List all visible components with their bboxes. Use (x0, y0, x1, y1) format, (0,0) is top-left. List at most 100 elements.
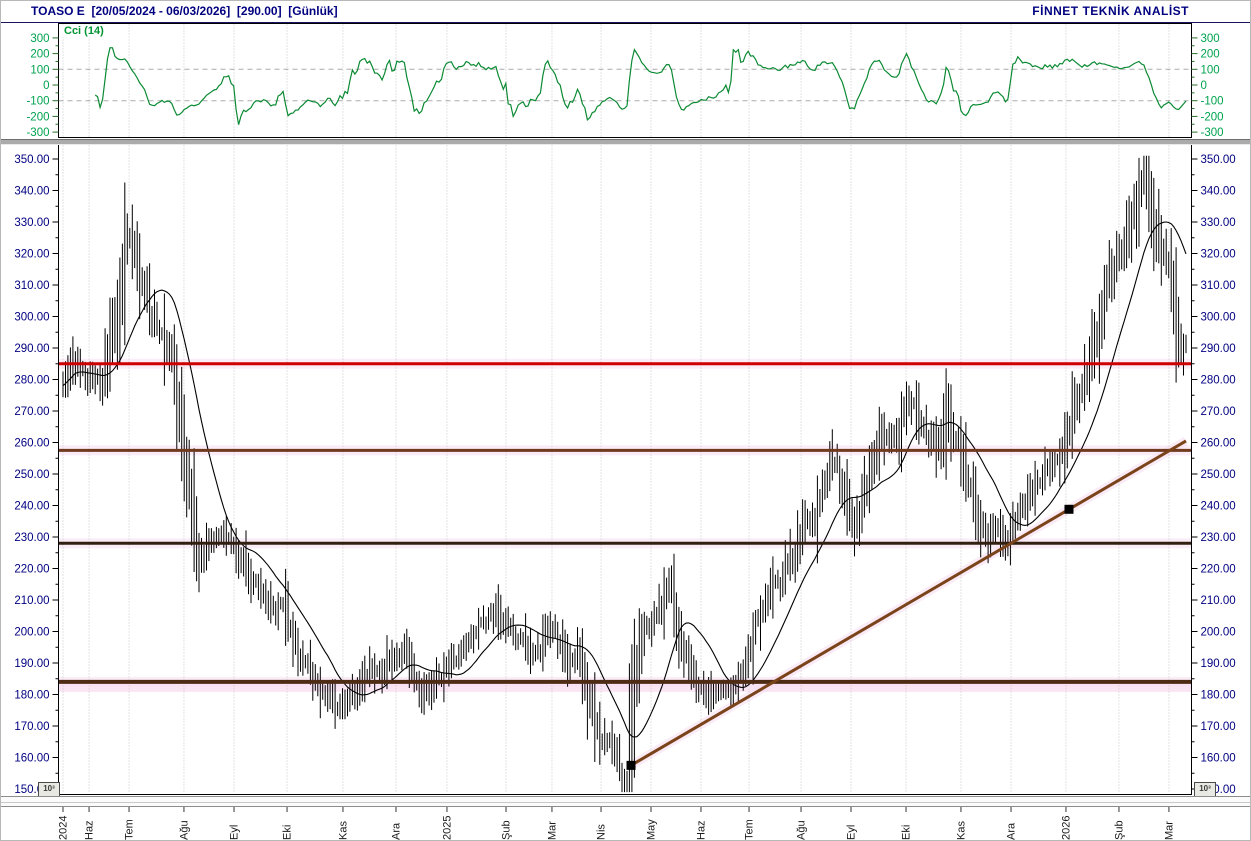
price-axis-label-right: 210.00 (1201, 595, 1236, 607)
cci-axis-label-right: -300 (1201, 127, 1224, 139)
moving-average-line (62, 221, 1187, 738)
cci-axis-label-right: 0 (1201, 80, 1207, 92)
scrollbar-groove (1, 802, 1250, 803)
price-axis-label-left: 160.00 (14, 753, 49, 765)
price-axis-label-left: 280.00 (14, 375, 49, 387)
title-bar: TOASO E [20/05/2024 - 06/03/2026] [290.0… (1, 1, 1250, 23)
cci-axis-label-right: 200 (1201, 49, 1220, 61)
price-axis-label-left: 260.00 (14, 438, 49, 450)
x-axis-label: Haz (84, 820, 96, 840)
cci-axis-label-left: 100 (30, 64, 49, 76)
price-axis-label-left: 270.00 (14, 406, 49, 418)
price-axis-label-left: 290.00 (14, 343, 49, 355)
x-axis-label: Ağu (796, 820, 808, 840)
price-axis-label-left: 200.00 (14, 627, 49, 639)
cci-line (94, 47, 1187, 125)
price-panel-border (58, 144, 1192, 795)
price-axis-label-right: 180.00 (1201, 690, 1236, 702)
vertical-gridlines (62, 24, 1170, 794)
price-axis-label-left: 180.00 (14, 690, 49, 702)
price-axis-label-right: 230.00 (1201, 532, 1236, 544)
x-axis-label: 2026 (1061, 816, 1073, 840)
price-axis-label-right: 270.00 (1201, 406, 1236, 418)
price-axis-label-right: 330.00 (1201, 217, 1236, 229)
x-axis-label: Ara (1006, 822, 1018, 840)
x-axis-label: Tem (744, 819, 756, 840)
trendline-handles (626, 504, 1074, 770)
price-axis-label-left: 330.00 (14, 217, 49, 229)
price-axis-label-right: 290.00 (1201, 343, 1236, 355)
price-axis-label-right: 320.00 (1201, 249, 1236, 261)
price-axis-label-right: 220.00 (1201, 564, 1236, 576)
price-axis-label-right: 260.00 (1201, 438, 1236, 450)
price-axis-label-right: 350.00 (1201, 154, 1236, 166)
price-axis-label-right: 310.00 (1201, 280, 1236, 292)
x-axis-label: Eyl (846, 825, 858, 840)
x-axis-label: Eyl (229, 825, 241, 840)
cci-dashed-gridlines (58, 68, 1192, 102)
price-axis-label-left: 190.00 (14, 658, 49, 670)
x-axis-label: Şub (1114, 820, 1126, 840)
cci-axis-label-left: 300 (30, 33, 49, 45)
horizontal-scrollbar[interactable] (1, 796, 1250, 807)
chart-title: TOASO E [20/05/2024 - 06/03/2026] [290.0… (31, 4, 338, 18)
price-axis-label-left: 250.00 (14, 469, 49, 481)
trendline-handle[interactable] (626, 760, 636, 770)
x-axis-label: Şub (501, 820, 513, 840)
x-axis-label: Kas (338, 821, 350, 840)
price-axis-label-left: 240.00 (14, 501, 49, 513)
cci-axis-label-left: -300 (26, 127, 49, 139)
x-axis: 2024 Haz Tem Ağu Eyl Eki Kas Ara 2025 Şub Mar Nis Ma… (58, 807, 1175, 840)
cci-indicator-label: Cci (14) (62, 25, 106, 37)
x-axis-label: Nis (596, 824, 608, 840)
support-line-glows (58, 358, 1192, 770)
x-axis-label: Ağu (178, 820, 190, 840)
cci-axis-label-left: -200 (26, 111, 49, 123)
cci-axis-label-right: -100 (1201, 96, 1224, 108)
cci-panel-border (58, 23, 1192, 138)
axes: 350.00 350.00 340.00 340.00 330.00 330.00 320.… (14, 33, 1235, 796)
x-axis-label: May (646, 819, 658, 840)
x-axis-label: Ara (391, 822, 403, 840)
x-axis-label: Eki (282, 825, 294, 840)
price-hl-bars (62, 155, 1187, 793)
price-axis-label-left: 210.00 (14, 595, 49, 607)
price-axis-label-right: 340.00 (1201, 186, 1236, 198)
price-axis-label-left: 220.00 (14, 564, 49, 576)
price-axis-label-right: 160.00 (1201, 753, 1236, 765)
price-axis-label-right: 170.00 (1201, 721, 1236, 733)
price-axis-label-right: 200.00 (1201, 627, 1236, 639)
x-axis-label: Mar (547, 821, 559, 840)
panel-splitter[interactable] (1, 139, 1250, 145)
price-axis-label-left: 320.00 (14, 249, 49, 261)
x-axis-label: Kas (956, 821, 968, 840)
x-axis-label: Tem (124, 819, 136, 840)
cci-axis-label-right: -200 (1201, 111, 1224, 123)
x-axis-label: Mar (1163, 821, 1175, 840)
trendline-handle[interactable] (1064, 504, 1074, 514)
cci-axis-label-left: 0 (43, 80, 49, 92)
price-axis-label-right: 240.00 (1201, 501, 1236, 513)
price-axis-label-right: 280.00 (1201, 375, 1236, 387)
price-axis-label-right: 300.00 (1201, 312, 1236, 324)
brand-label: FİNNET TEKNİK ANALİST (1032, 4, 1189, 18)
trendline[interactable] (630, 439, 1187, 767)
cci-axis-label-left: -100 (26, 96, 49, 108)
price-axis-label-left: 340.00 (14, 186, 49, 198)
x-axis-label: 2024 (58, 816, 70, 840)
price-axis-label-left: 310.00 (14, 280, 49, 292)
price-axis-label-left: 170.00 (14, 721, 49, 733)
price-axis-label-left: 230.00 (14, 532, 49, 544)
price-axis-label-right: 190.00 (1201, 658, 1236, 670)
price-axis-label-left: 300.00 (14, 312, 49, 324)
cci-axis-label-left: 200 (30, 49, 49, 61)
x-axis-label: 2025 (442, 816, 454, 840)
price-axis-label-right: 250.00 (1201, 469, 1236, 481)
x-axis-label: Eki (901, 825, 913, 840)
cci-axis-label-right: 300 (1201, 33, 1220, 45)
price-axis-label-left: 350.00 (14, 154, 49, 166)
cci-axis-label-right: 100 (1201, 64, 1220, 76)
support-resistance-lines (58, 362, 1192, 684)
